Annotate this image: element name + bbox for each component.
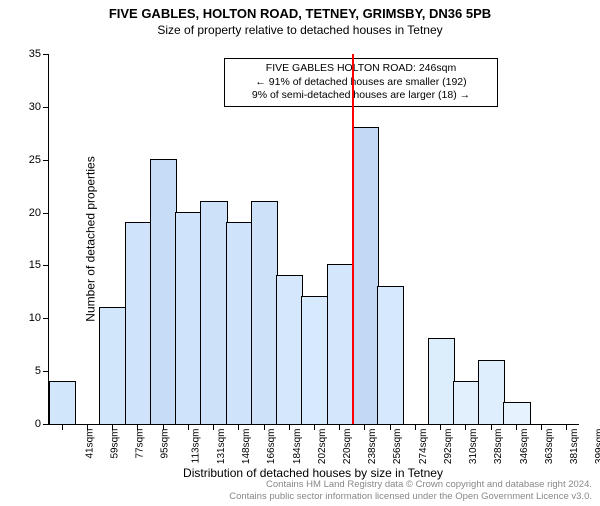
x-tick xyxy=(238,424,239,430)
y-tick xyxy=(43,424,49,425)
x-tick xyxy=(566,424,567,430)
histogram-bar xyxy=(99,307,126,424)
y-tick xyxy=(43,371,49,372)
histogram-bar xyxy=(49,381,76,424)
y-tick-label: 25 xyxy=(19,154,41,166)
y-tick xyxy=(43,265,49,266)
x-tick-label: 59sqm xyxy=(109,429,120,459)
y-tick-label: 35 xyxy=(19,48,41,60)
x-tick-label: 41sqm xyxy=(84,429,95,459)
y-tick-label: 5 xyxy=(19,365,41,377)
x-tick xyxy=(264,424,265,430)
histogram-bar xyxy=(352,127,379,424)
x-tick-label: 238sqm xyxy=(367,429,378,465)
histogram-bar xyxy=(175,212,202,424)
x-tick xyxy=(364,424,365,430)
annotation-line-3: 9% of semi-detached houses are larger (1… xyxy=(231,89,491,103)
x-tick xyxy=(415,424,416,430)
x-axis-label: Distribution of detached houses by size … xyxy=(183,466,443,480)
y-tick xyxy=(43,318,49,319)
histogram-bar xyxy=(276,275,303,424)
x-tick xyxy=(390,424,391,430)
x-tick-label: 202sqm xyxy=(317,429,328,465)
x-tick-label: 220sqm xyxy=(342,429,353,465)
x-tick xyxy=(213,424,214,430)
x-tick-label: 363sqm xyxy=(544,429,555,465)
x-tick-label: 113sqm xyxy=(190,429,201,464)
histogram-bar xyxy=(327,264,354,424)
annotation-line-2: ← 91% of detached houses are smaller (19… xyxy=(231,76,491,90)
histogram-bar xyxy=(453,381,480,424)
x-tick xyxy=(541,424,542,430)
page-subtitle: Size of property relative to detached ho… xyxy=(0,23,600,37)
footer-line-2: Contains public sector information licen… xyxy=(229,491,592,502)
x-tick-label: 95sqm xyxy=(160,429,171,459)
y-tick-label: 30 xyxy=(19,101,41,113)
y-tick-label: 10 xyxy=(19,312,41,324)
x-tick-label: 184sqm xyxy=(292,429,303,465)
x-tick xyxy=(516,424,517,430)
reference-line xyxy=(352,54,354,424)
x-tick-label: 310sqm xyxy=(468,429,479,465)
x-tick xyxy=(188,424,189,430)
x-tick-label: 256sqm xyxy=(393,429,404,465)
y-tick-label: 15 xyxy=(19,259,41,271)
plot-area: FIVE GABLES HOLTON ROAD: 246sqm ← 91% of… xyxy=(48,54,579,425)
x-tick xyxy=(339,424,340,430)
histogram-bar xyxy=(478,360,505,424)
histogram-bar xyxy=(226,222,253,424)
histogram-bar xyxy=(503,402,530,424)
page-title: FIVE GABLES, HOLTON ROAD, TETNEY, GRIMSB… xyxy=(0,6,600,21)
x-tick xyxy=(163,424,164,430)
x-tick xyxy=(465,424,466,430)
x-tick xyxy=(112,424,113,430)
x-tick-label: 328sqm xyxy=(494,429,505,465)
x-tick-label: 346sqm xyxy=(519,429,530,465)
histogram-chart: FIVE GABLES HOLTON ROAD: 246sqm ← 91% of… xyxy=(48,54,578,424)
histogram-bar xyxy=(428,338,455,424)
x-tick-label: 77sqm xyxy=(135,429,146,459)
histogram-bar xyxy=(301,296,328,424)
x-tick xyxy=(440,424,441,430)
x-tick-label: 148sqm xyxy=(241,429,252,465)
histogram-bar xyxy=(377,286,404,424)
x-tick-label: 381sqm xyxy=(569,429,580,465)
y-tick xyxy=(43,54,49,55)
x-tick-label: 274sqm xyxy=(418,429,429,465)
footer-line-1: Contains HM Land Registry data © Crown c… xyxy=(229,479,592,490)
x-tick xyxy=(491,424,492,430)
x-tick xyxy=(289,424,290,430)
histogram-bar xyxy=(150,159,177,424)
x-tick-label: 131sqm xyxy=(216,429,227,465)
x-tick xyxy=(314,424,315,430)
x-tick xyxy=(137,424,138,430)
histogram-bar xyxy=(200,201,227,424)
y-tick-label: 20 xyxy=(19,207,41,219)
y-tick-label: 0 xyxy=(19,418,41,430)
y-tick xyxy=(43,160,49,161)
y-tick xyxy=(43,107,49,108)
x-tick-label: 166sqm xyxy=(266,429,277,465)
histogram-bar xyxy=(125,222,152,424)
y-axis-label: Number of detached properties xyxy=(84,156,98,321)
annotation-line-1: FIVE GABLES HOLTON ROAD: 246sqm xyxy=(231,62,491,76)
histogram-bar xyxy=(251,201,278,424)
x-tick-label: 292sqm xyxy=(443,429,454,465)
footer-attribution: Contains HM Land Registry data © Crown c… xyxy=(229,479,592,502)
x-tick xyxy=(62,424,63,430)
y-tick xyxy=(43,213,49,214)
annotation-box: FIVE GABLES HOLTON ROAD: 246sqm ← 91% of… xyxy=(224,58,498,107)
x-tick-label: 399sqm xyxy=(594,429,600,465)
x-tick xyxy=(87,424,88,430)
